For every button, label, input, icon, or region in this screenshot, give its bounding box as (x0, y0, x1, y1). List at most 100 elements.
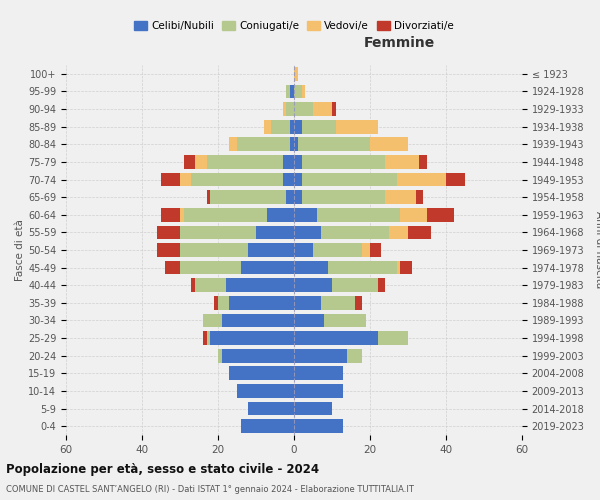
Bar (290, 84, 294, 98)
Bar (294, 402, 332, 415)
Bar (397, 172, 446, 186)
Bar (180, 243, 248, 257)
Bar (294, 120, 302, 134)
Bar (206, 190, 211, 204)
Bar (290, 138, 294, 151)
Bar (294, 384, 343, 398)
Bar (211, 190, 286, 204)
Bar (226, 278, 294, 292)
Bar (248, 402, 294, 415)
Bar (203, 314, 222, 328)
Bar (165, 260, 180, 274)
Bar (320, 296, 355, 310)
Bar (294, 190, 302, 204)
Bar (332, 102, 336, 116)
Bar (241, 260, 294, 274)
Y-axis label: Fasce di età: Fasce di età (15, 219, 25, 281)
Bar (286, 84, 290, 98)
Bar (408, 226, 431, 239)
Bar (294, 67, 298, 80)
Bar (195, 155, 206, 169)
Bar (313, 243, 362, 257)
Bar (302, 172, 397, 186)
Bar (302, 155, 385, 169)
Bar (283, 172, 294, 186)
Bar (294, 243, 313, 257)
Bar (283, 155, 294, 169)
Bar (191, 278, 195, 292)
Bar (320, 226, 389, 239)
Bar (268, 208, 294, 222)
Bar (294, 172, 302, 186)
Bar (229, 366, 294, 380)
Bar (211, 331, 294, 345)
Bar (294, 226, 320, 239)
Bar (157, 243, 180, 257)
Bar (294, 102, 313, 116)
Bar (294, 278, 332, 292)
Bar (362, 243, 370, 257)
Bar (294, 84, 302, 98)
Bar (206, 331, 211, 345)
Text: Femmine: Femmine (363, 36, 434, 50)
Bar (161, 172, 180, 186)
Bar (332, 278, 377, 292)
Bar (302, 120, 336, 134)
Bar (416, 190, 423, 204)
Bar (184, 155, 195, 169)
Bar (294, 138, 298, 151)
Text: COMUNE DI CASTEL SANT’ANGELO (RI) - Dati ISTAT 1° gennaio 2024 - Elaborazione TU: COMUNE DI CASTEL SANT’ANGELO (RI) - Dati… (6, 485, 414, 494)
Bar (377, 331, 408, 345)
Bar (294, 420, 343, 433)
Bar (298, 138, 370, 151)
Bar (218, 296, 229, 310)
Bar (370, 138, 408, 151)
Bar (214, 296, 218, 310)
Bar (290, 120, 294, 134)
Y-axis label: Anni di nascita: Anni di nascita (594, 212, 600, 288)
Bar (400, 208, 427, 222)
Bar (302, 84, 305, 98)
Bar (180, 260, 241, 274)
Bar (157, 226, 180, 239)
Bar (385, 155, 419, 169)
Bar (206, 155, 283, 169)
Bar (389, 226, 408, 239)
Bar (328, 260, 397, 274)
Bar (263, 120, 271, 134)
Bar (229, 296, 294, 310)
Bar (222, 314, 294, 328)
Bar (191, 172, 283, 186)
Bar (446, 172, 465, 186)
Bar (294, 314, 325, 328)
Bar (184, 208, 268, 222)
Bar (161, 208, 180, 222)
Bar (294, 349, 347, 362)
Bar (241, 420, 294, 433)
Bar (283, 102, 286, 116)
Legend: Celibi/Nubili, Coniugati/e, Vedovi/e, Divorziati/e: Celibi/Nubili, Coniugati/e, Vedovi/e, Di… (130, 16, 458, 35)
Bar (294, 331, 377, 345)
Bar (218, 349, 222, 362)
Bar (180, 172, 191, 186)
Bar (286, 102, 294, 116)
Bar (313, 102, 332, 116)
Bar (203, 331, 206, 345)
Bar (237, 138, 290, 151)
Bar (302, 190, 385, 204)
Bar (355, 296, 362, 310)
Bar (294, 208, 317, 222)
Bar (256, 226, 294, 239)
Bar (370, 243, 382, 257)
Bar (271, 120, 290, 134)
Bar (336, 120, 377, 134)
Bar (419, 155, 427, 169)
Bar (347, 349, 362, 362)
Bar (195, 278, 226, 292)
Bar (317, 208, 400, 222)
Bar (377, 278, 385, 292)
Bar (180, 208, 184, 222)
Bar (294, 296, 320, 310)
Bar (294, 260, 328, 274)
Bar (385, 190, 416, 204)
